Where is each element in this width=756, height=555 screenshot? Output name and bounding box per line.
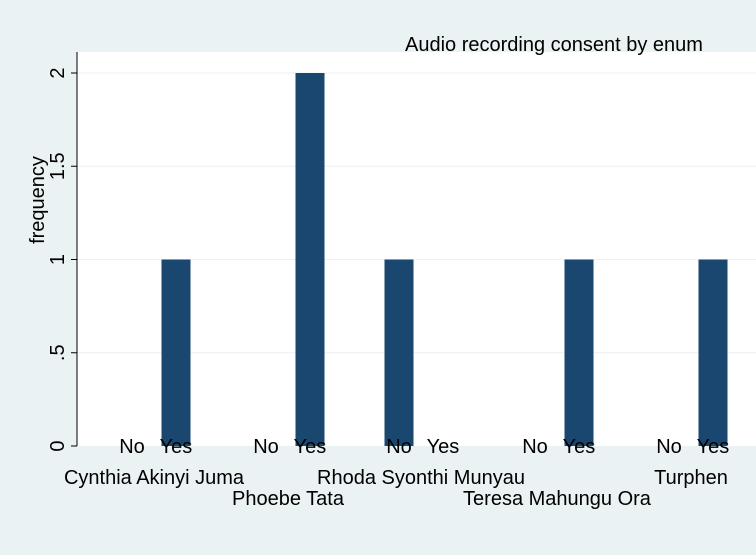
bars bbox=[161, 73, 728, 446]
bar-category-label: Yes bbox=[563, 436, 596, 458]
group-name-label: Rhoda Syonthi Munyau bbox=[317, 467, 525, 489]
bar bbox=[161, 259, 191, 446]
bar-category-label: No bbox=[253, 436, 279, 458]
bar-category-label: Yes bbox=[697, 436, 730, 458]
bar bbox=[295, 73, 325, 446]
y-tick-label: 1 bbox=[47, 254, 69, 265]
bar-category-label: No bbox=[386, 436, 412, 458]
group-name-label: Turphen bbox=[654, 467, 728, 489]
bar-category-label: Yes bbox=[160, 436, 193, 458]
bar-category-label: No bbox=[656, 436, 682, 458]
x-axis-labels: No Yes Cynthia Akinyi Juma No Yes Phoebe Tata… bbox=[64, 436, 729, 510]
bar-category-label: No bbox=[522, 436, 548, 458]
group-name-label: Phoebe Tata bbox=[232, 488, 345, 510]
group-name-label: Cynthia Akinyi Juma bbox=[64, 467, 245, 489]
group-name-label: Teresa Mahungu Ora bbox=[463, 488, 652, 510]
bar-category-label: Yes bbox=[427, 436, 460, 458]
bar bbox=[564, 259, 594, 446]
y-axis-ticks: 0 .5 1 1.5 2 bbox=[47, 67, 77, 452]
bar-category-label: Yes bbox=[294, 436, 327, 458]
y-tick-label: 1.5 bbox=[47, 152, 69, 180]
chart-title: Audio recording consent by enum bbox=[405, 34, 703, 56]
y-axis-title: frequency bbox=[27, 156, 49, 244]
y-tick-label: .5 bbox=[47, 344, 69, 361]
bar bbox=[384, 259, 414, 446]
y-tick-label: 2 bbox=[47, 67, 69, 78]
y-tick-label: 0 bbox=[47, 440, 69, 451]
bar bbox=[698, 259, 728, 446]
bar-category-label: No bbox=[119, 436, 145, 458]
